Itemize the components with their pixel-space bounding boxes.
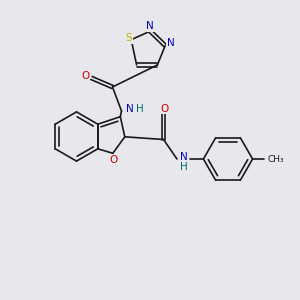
- Text: N: N: [126, 103, 134, 114]
- Text: O: O: [81, 71, 90, 81]
- Text: H: H: [180, 162, 188, 172]
- Text: N: N: [180, 152, 188, 162]
- Text: H: H: [136, 103, 144, 114]
- Text: S: S: [125, 33, 132, 43]
- Text: O: O: [109, 155, 118, 165]
- Text: CH₃: CH₃: [267, 154, 284, 164]
- Text: N: N: [146, 21, 154, 32]
- Text: O: O: [160, 103, 168, 114]
- Text: N: N: [167, 38, 175, 48]
